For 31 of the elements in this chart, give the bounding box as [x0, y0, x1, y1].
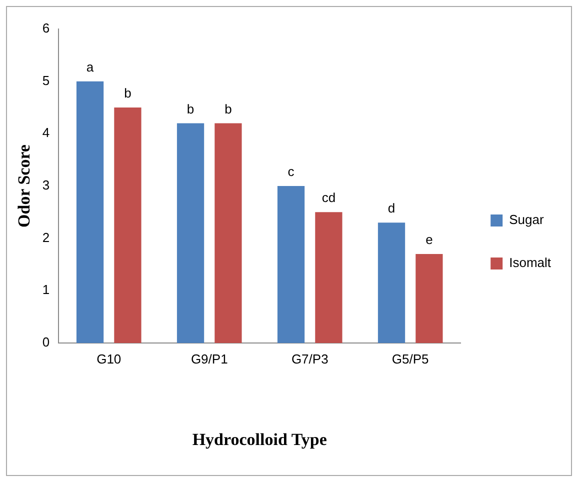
bar [378, 222, 406, 343]
bar [416, 254, 443, 343]
data-label: cd [322, 190, 336, 206]
y-tick-label: 6 [42, 20, 50, 36]
y-tick-label: 3 [42, 178, 50, 193]
y-axis-title: Odor Score [14, 144, 34, 228]
data-label: b [124, 86, 132, 101]
y-tick-label: 4 [42, 125, 50, 140]
data-label: c [288, 164, 295, 180]
x-tick-label: G10 [96, 351, 122, 366]
y-tick-label: 2 [42, 230, 50, 245]
x-tick-label: G7/P3 [291, 351, 328, 366]
y-tick-label: 0 [42, 334, 50, 350]
x-tick-label: G5/P5 [392, 351, 429, 366]
data-label: a [86, 59, 94, 74]
data-label: e [426, 232, 433, 248]
y-tick-label: 5 [42, 72, 50, 88]
y-tick-label: 1 [42, 282, 50, 298]
bar [176, 123, 204, 343]
data-label: d [388, 200, 396, 216]
legend-label: Isomalt [509, 255, 552, 270]
x-tick-label: G9/P1 [190, 351, 228, 366]
data-label: b [186, 101, 194, 116]
x-axis-title: Hydrocolloid Type [192, 430, 328, 450]
data-label: b [224, 101, 232, 116]
bar [114, 108, 142, 343]
bar [277, 186, 305, 343]
bar [315, 212, 342, 343]
bar [214, 123, 242, 343]
bar [76, 81, 104, 343]
legend-label: Sugar [509, 212, 544, 228]
